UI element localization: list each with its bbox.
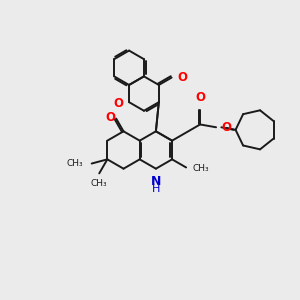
Text: N: N	[151, 175, 161, 188]
Text: CH₃: CH₃	[91, 179, 108, 188]
Text: CH₃: CH₃	[67, 159, 83, 168]
Text: O: O	[221, 121, 231, 134]
Text: O: O	[106, 111, 116, 124]
Text: O: O	[195, 92, 205, 104]
Text: O: O	[113, 97, 123, 110]
Text: CH₃: CH₃	[193, 164, 209, 173]
Text: H: H	[152, 184, 160, 194]
Text: O: O	[177, 71, 187, 84]
